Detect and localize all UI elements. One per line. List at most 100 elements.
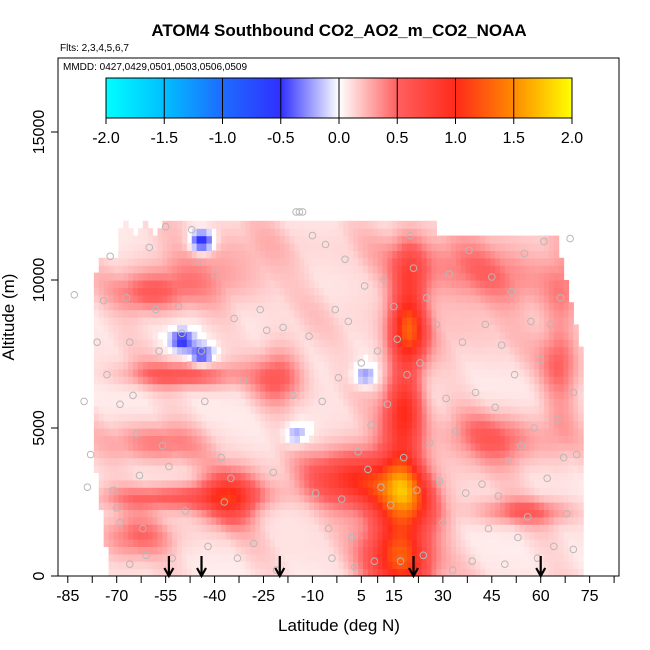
- heatmap-cell: [191, 302, 198, 311]
- heatmap-cell: [181, 546, 188, 555]
- heatmap-cell: [426, 302, 433, 311]
- heatmap-cell: [475, 331, 481, 340]
- heatmap-cell: [578, 354, 584, 362]
- heatmap-cell: [167, 368, 173, 377]
- heatmap-cell: [509, 257, 516, 266]
- heatmap-cell: [128, 472, 134, 481]
- heatmap-cell: [113, 502, 119, 510]
- heatmap-cell: [338, 450, 344, 459]
- heatmap-cell: [265, 294, 271, 303]
- heatmap-cell: [377, 539, 384, 547]
- heatmap-cell: [172, 531, 178, 540]
- heatmap-cell: [147, 553, 154, 562]
- heatmap-cell: [201, 398, 207, 407]
- heatmap-cell: [133, 450, 139, 459]
- heatmap-cell: [103, 257, 110, 266]
- heatmap-cell: [142, 368, 149, 377]
- sample-point: [80, 397, 88, 406]
- heatmap-cell: [211, 502, 217, 510]
- heatmap-cell: [284, 294, 291, 303]
- heatmap-cell: [490, 442, 496, 451]
- heatmap-cell: [372, 324, 379, 333]
- heatmap-cell: [431, 339, 437, 348]
- heatmap-cell: [201, 516, 207, 525]
- heatmap-cell: [553, 405, 560, 414]
- heatmap-cell: [509, 331, 516, 340]
- heatmap-cell: [196, 450, 203, 459]
- heatmap-cell: [573, 516, 579, 525]
- heatmap-cell: [103, 302, 110, 311]
- heatmap-cell: [451, 405, 457, 414]
- heatmap-cell: [157, 376, 163, 385]
- heatmap-cell: [211, 265, 217, 274]
- heatmap-cell: [328, 516, 335, 525]
- heatmap-cell: [142, 220, 149, 229]
- heatmap-cell: [211, 272, 217, 281]
- heatmap-cell: [113, 472, 119, 481]
- heatmap-cell: [260, 272, 266, 281]
- heatmap-cell: [436, 405, 442, 414]
- heatmap-cell: [235, 265, 242, 274]
- heatmap-cell: [289, 472, 296, 481]
- heatmap-cell: [568, 457, 574, 466]
- heatmap-cell: [137, 413, 144, 422]
- heatmap-cell: [387, 457, 393, 466]
- heatmap-cell: [240, 546, 247, 555]
- heatmap-cell: [367, 524, 374, 533]
- heatmap-cell: [480, 317, 486, 325]
- heatmap-cell: [255, 531, 261, 540]
- heatmap-cell: [294, 235, 300, 244]
- heatmap-cell: [460, 272, 467, 281]
- heatmap-cell: [397, 235, 403, 244]
- heatmap-cell: [206, 509, 212, 518]
- heatmap-cell: [167, 309, 173, 318]
- heatmap-cell: [133, 457, 139, 466]
- sample-point: [132, 430, 141, 438]
- heatmap-cell: [279, 539, 286, 547]
- heatmap-cell: [343, 494, 349, 503]
- heatmap-cell: [221, 442, 227, 451]
- heatmap-cell: [245, 257, 252, 266]
- heatmap-cell: [314, 465, 320, 473]
- heatmap-cell: [563, 546, 570, 555]
- heatmap-cell: [201, 435, 207, 444]
- heatmap-cell: [543, 420, 550, 429]
- heatmap-cell: [451, 435, 457, 444]
- heatmap-cell: [235, 509, 242, 518]
- heatmap-cell: [441, 339, 447, 348]
- heatmap-cell: [211, 383, 217, 392]
- heatmap-cell: [152, 420, 159, 429]
- heatmap-cell: [455, 398, 462, 407]
- heatmap-cell: [137, 339, 144, 348]
- heatmap-cell: [578, 391, 584, 399]
- heatmap-cell: [274, 324, 281, 333]
- heatmap-cell: [460, 294, 467, 303]
- heatmap-cell: [411, 294, 418, 303]
- heatmap-cell: [573, 553, 579, 562]
- heatmap-cell: [451, 331, 457, 340]
- heatmap-cell: [480, 509, 486, 518]
- heatmap-cell: [142, 235, 149, 244]
- heatmap-cell: [265, 376, 271, 385]
- heatmap-cell: [333, 309, 340, 318]
- heatmap-cell: [436, 435, 442, 444]
- heatmap-cell: [431, 479, 437, 488]
- heatmap-cell: [289, 561, 296, 570]
- heatmap-cell: [382, 346, 389, 355]
- heatmap-cell: [431, 324, 437, 333]
- heatmap-cell: [294, 502, 300, 510]
- heatmap-cell: [167, 405, 173, 414]
- heatmap-cell: [578, 435, 584, 444]
- sample-point: [491, 403, 499, 412]
- heatmap-cell: [406, 302, 413, 311]
- heatmap-cell: [181, 272, 188, 281]
- heatmap-cell: [524, 243, 530, 251]
- heatmap-cell: [265, 243, 271, 251]
- heatmap-cell: [103, 346, 110, 355]
- heatmap-cell: [245, 272, 252, 281]
- heatmap-cell: [133, 413, 139, 422]
- heatmap-cell: [529, 309, 535, 318]
- heatmap-cell: [451, 420, 457, 429]
- heatmap-cell: [480, 324, 486, 333]
- heatmap-cell: [167, 442, 173, 451]
